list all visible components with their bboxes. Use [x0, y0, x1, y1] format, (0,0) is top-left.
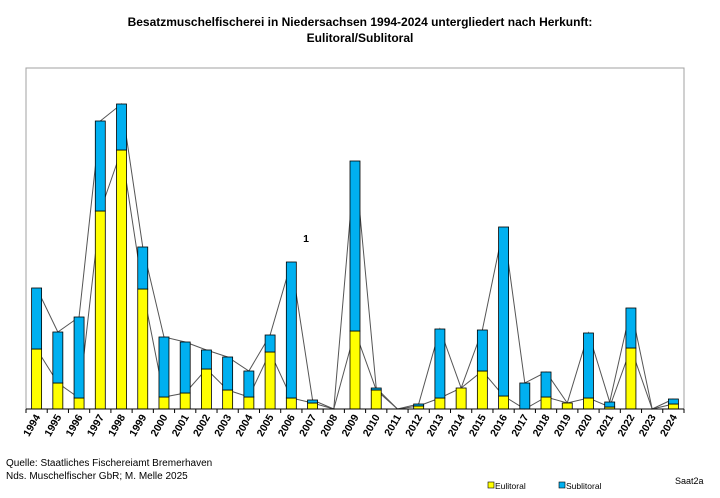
bar-sublitoral-2007	[307, 399, 318, 404]
bar-eulitoral-2005	[264, 351, 276, 410]
bar-eulitoral-2016	[498, 395, 509, 410]
x-tick-label-2021: 2021	[594, 412, 616, 438]
chart-subtitle: Eulitoral/Sublitoral	[307, 31, 414, 45]
x-tick-label-2006: 2006	[276, 412, 298, 438]
bar-eulitoral-1999	[137, 288, 149, 410]
x-tick-label-2018: 2018	[531, 412, 553, 438]
bar-eulitoral-2004	[243, 396, 255, 410]
bar-sublitoral-2010	[370, 387, 382, 391]
x-tick-label-2016: 2016	[488, 412, 510, 438]
bar-sublitoral-1997	[94, 120, 106, 212]
bar-eulitoral-2018	[540, 396, 552, 410]
x-tick-label-1997: 1997	[85, 412, 107, 438]
x-tick-label-2019: 2019	[552, 412, 574, 438]
bar-sublitoral-2012	[413, 403, 425, 407]
bar-eulitoral-1996	[73, 397, 85, 410]
chart-code: Saat2a	[675, 476, 704, 486]
bar-eulitoral-2019	[561, 402, 573, 410]
bar-eulitoral-2006	[285, 397, 297, 410]
bar-eulitoral-1994	[31, 348, 43, 410]
x-tick-label-1994: 1994	[21, 412, 43, 438]
x-tick-label-2001: 2001	[170, 412, 192, 438]
annotation-1: 1	[303, 233, 309, 245]
bar-eulitoral-2014	[455, 387, 467, 410]
x-tick-label-2024: 2024	[658, 412, 680, 438]
bar-sublitoral-2004	[243, 370, 255, 398]
x-tick-label-1995: 1995	[42, 412, 64, 438]
legend-label-eulitoral: Eulitoral	[495, 481, 526, 491]
bar-sublitoral-2001	[179, 341, 191, 394]
bar-sublitoral-2009	[349, 160, 361, 332]
bar-eulitoral-2000	[158, 396, 170, 410]
bar-sublitoral-2006	[285, 261, 297, 399]
x-tick-label-2020: 2020	[573, 412, 595, 438]
source-line-2: Nds. Muschelfischer GbR; M. Melle 2025	[6, 471, 188, 482]
bar-sublitoral-1998	[116, 103, 127, 151]
bar-sublitoral-2020	[583, 332, 594, 399]
bar-eulitoral-2003	[222, 389, 234, 410]
bar-sublitoral-2002	[201, 349, 212, 370]
x-tick-label-2010: 2010	[361, 412, 383, 438]
x-tick-label-2007: 2007	[297, 412, 319, 438]
bar-sublitoral-1995	[52, 331, 64, 384]
bar-eulitoral-2001	[179, 392, 191, 410]
legend-swatch-sublitoral	[558, 481, 566, 489]
legend-swatch-eulitoral	[487, 481, 495, 489]
x-tick-label-2008: 2008	[318, 412, 340, 438]
bar-sublitoral-2016	[498, 226, 509, 397]
x-tick-label-2014: 2014	[446, 412, 468, 438]
bar-sublitoral-2024	[667, 398, 679, 405]
bar-eulitoral-1995	[52, 382, 64, 410]
bar-sublitoral-1996	[73, 316, 85, 399]
bar-eulitoral-2010	[370, 389, 382, 410]
bar-sublitoral-1994	[31, 287, 43, 350]
bar-sublitoral-2000	[158, 336, 170, 398]
x-tick-label-2017: 2017	[509, 412, 531, 438]
x-tick-label-2000: 2000	[148, 412, 170, 438]
bar-sublitoral-2013	[434, 328, 446, 399]
bar-eulitoral-2009	[349, 330, 361, 410]
bar-sublitoral-1999	[137, 246, 149, 290]
chart-title: Besatzmuschelfischerei in Niedersachsen …	[128, 15, 593, 29]
legend-label-sublitoral: Sublitoral	[566, 481, 602, 491]
x-tick-label-1998: 1998	[106, 412, 128, 438]
x-tick-label-1996: 1996	[64, 412, 86, 438]
bar-sublitoral-2005	[264, 334, 276, 353]
x-tick-label-2012: 2012	[403, 412, 425, 438]
source-line-1: Quelle: Staatliches Fischereiamt Bremerh…	[6, 458, 212, 469]
bar-sublitoral-2018	[540, 371, 552, 398]
bar-eulitoral-2013	[434, 397, 446, 410]
bar-eulitoral-2022	[625, 347, 637, 410]
x-tick-label-2022: 2022	[615, 412, 637, 438]
x-tick-label-2011: 2011	[382, 412, 404, 438]
legend: Eulitoral Sublitoral	[487, 481, 602, 491]
x-tick-label-1999: 1999	[127, 412, 149, 438]
bar-eulitoral-2002	[201, 368, 212, 410]
x-tick-label-2013: 2013	[424, 412, 446, 438]
bar-eulitoral-2015	[476, 370, 488, 410]
bar-sublitoral-2015	[476, 329, 488, 372]
bar-eulitoral-2020	[583, 397, 594, 410]
bar-sublitoral-2017	[519, 382, 531, 410]
x-tick-label-2003: 2003	[212, 412, 234, 438]
x-tick-label-2004: 2004	[233, 412, 255, 438]
x-tick-label-2002: 2002	[191, 412, 213, 438]
x-tick-label-2005: 2005	[255, 412, 277, 438]
bar-eulitoral-2024	[667, 403, 679, 410]
bar-eulitoral-1998	[116, 149, 127, 410]
bar-sublitoral-2022	[625, 307, 637, 349]
x-tick-label-2015: 2015	[467, 412, 489, 438]
x-tick-label-2009: 2009	[340, 412, 362, 438]
bar-eulitoral-2007	[307, 402, 318, 410]
x-tick-label-2023: 2023	[637, 412, 659, 438]
bar-eulitoral-1997	[94, 210, 106, 410]
bar-sublitoral-2021	[604, 401, 616, 408]
bar-sublitoral-2003	[222, 356, 234, 391]
